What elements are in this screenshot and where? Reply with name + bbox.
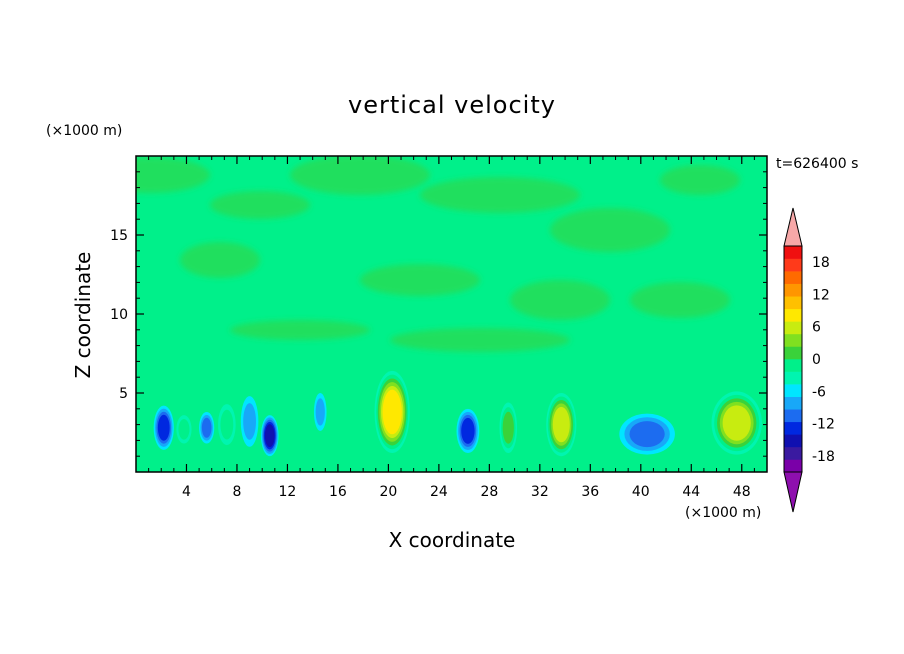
field-patch	[290, 156, 430, 195]
colorbar-swatch	[784, 271, 802, 284]
x-tick-label: 28	[480, 484, 498, 500]
x-tick-label: 44	[682, 484, 700, 500]
field-patch	[390, 328, 570, 352]
velocity-cell	[218, 404, 236, 446]
velocity-cell	[374, 370, 410, 454]
colorbar-tick-label: 12	[812, 287, 830, 303]
colorbar-swatch	[784, 283, 802, 297]
contour-level	[502, 411, 514, 444]
colorbar-over-triangle	[783, 207, 803, 247]
colorbar-swatch	[784, 308, 802, 322]
colorbar-tick-label: 18	[812, 255, 830, 271]
x-unit-label: (×1000 m)	[685, 505, 761, 521]
field-patch	[230, 320, 370, 340]
colorbar-swatch	[784, 384, 802, 397]
x-tick-label: 40	[632, 484, 650, 500]
x-tick-label: 20	[379, 484, 397, 500]
colorbar-tick-label: -12	[812, 417, 835, 433]
y-unit-label: (×1000 m)	[46, 123, 122, 139]
y-tick-label: 5	[119, 386, 128, 402]
colorbar-swatch	[784, 246, 802, 259]
colorbar: 18 12 6 0 -6 -12 -18	[783, 207, 835, 513]
x-tick-label: 12	[279, 484, 297, 500]
x-tick-label: 32	[531, 484, 549, 500]
colorbar-under-triangle	[783, 471, 803, 513]
colorbar-tick-label: 0	[812, 352, 821, 368]
x-tick-label: 24	[430, 484, 448, 500]
colorbar-swatch	[784, 409, 802, 423]
x-tick-label: 4	[182, 484, 191, 500]
contour-level	[461, 417, 475, 444]
field-patch	[550, 208, 670, 252]
colorbar-swatch	[784, 258, 802, 272]
velocity-cells	[153, 370, 762, 457]
colorbar-swatch	[784, 446, 802, 460]
colorbar-tick-label: -6	[812, 384, 826, 400]
velocity-cell	[456, 408, 480, 454]
colorbar-swatch	[784, 296, 802, 310]
x-tick-label: 8	[232, 484, 241, 500]
field-patch	[210, 191, 310, 219]
field-patch	[630, 282, 730, 318]
colorbar-swatch	[784, 396, 802, 410]
upper-patches	[136, 156, 740, 352]
field-patch	[420, 177, 580, 213]
x-tick-label: 48	[733, 484, 751, 500]
contour-level	[264, 424, 275, 448]
field-patch	[180, 242, 260, 278]
contour-level	[315, 398, 325, 426]
colorbar-swatch	[784, 421, 802, 435]
colorbar-swatch	[784, 321, 802, 335]
colorbar-swatch	[784, 359, 802, 372]
colorbar-tick-label: 6	[812, 320, 821, 336]
contour-level	[243, 403, 256, 440]
colorbar-swatch	[784, 346, 802, 360]
time-label: t=626400 s	[776, 156, 858, 172]
y-axis-label: Z coordinate	[71, 252, 95, 379]
x-tick-label: 16	[329, 484, 347, 500]
chart-title: vertical velocity	[348, 91, 556, 119]
velocity-cell	[153, 405, 174, 450]
field-patch	[510, 280, 610, 320]
velocity-cell	[546, 393, 577, 457]
velocity-cell	[240, 396, 259, 447]
colorbar-swatch	[784, 459, 802, 473]
x-axis-label: X coordinate	[389, 528, 516, 552]
velocity-cell	[313, 392, 327, 431]
colorbar-swatch	[784, 371, 802, 385]
field-patch	[660, 165, 740, 195]
y-tick-label: 15	[110, 228, 128, 244]
y-axis: 5 10 15	[110, 171, 767, 457]
contour-level	[552, 406, 570, 443]
contour-level	[629, 421, 665, 448]
colorbar-frame	[783, 245, 803, 473]
heatmap-field	[136, 156, 767, 472]
velocity-cell	[176, 415, 192, 444]
y-tick-label: 10	[110, 307, 128, 323]
colorbar-swatch	[784, 333, 802, 347]
field-patch	[360, 264, 480, 296]
field-patch	[136, 157, 210, 193]
contour-level	[220, 409, 234, 440]
velocity-cell	[199, 411, 215, 444]
colorbar-swatch	[784, 434, 802, 448]
colorbar-tick-label: -18	[812, 449, 835, 465]
velocity-cell	[260, 415, 279, 457]
contour-level	[178, 419, 190, 440]
contour-level	[382, 389, 402, 435]
velocity-cell	[711, 391, 762, 455]
contour-level	[201, 417, 212, 438]
velocity-cell	[499, 402, 518, 454]
contour-level	[157, 414, 170, 441]
x-axis: 4 8 12 16 20 24 28 32 36 40 44 48	[148, 156, 755, 500]
x-tick-label: 36	[581, 484, 599, 500]
velocity-cell	[619, 413, 675, 455]
contour-level	[722, 405, 751, 441]
